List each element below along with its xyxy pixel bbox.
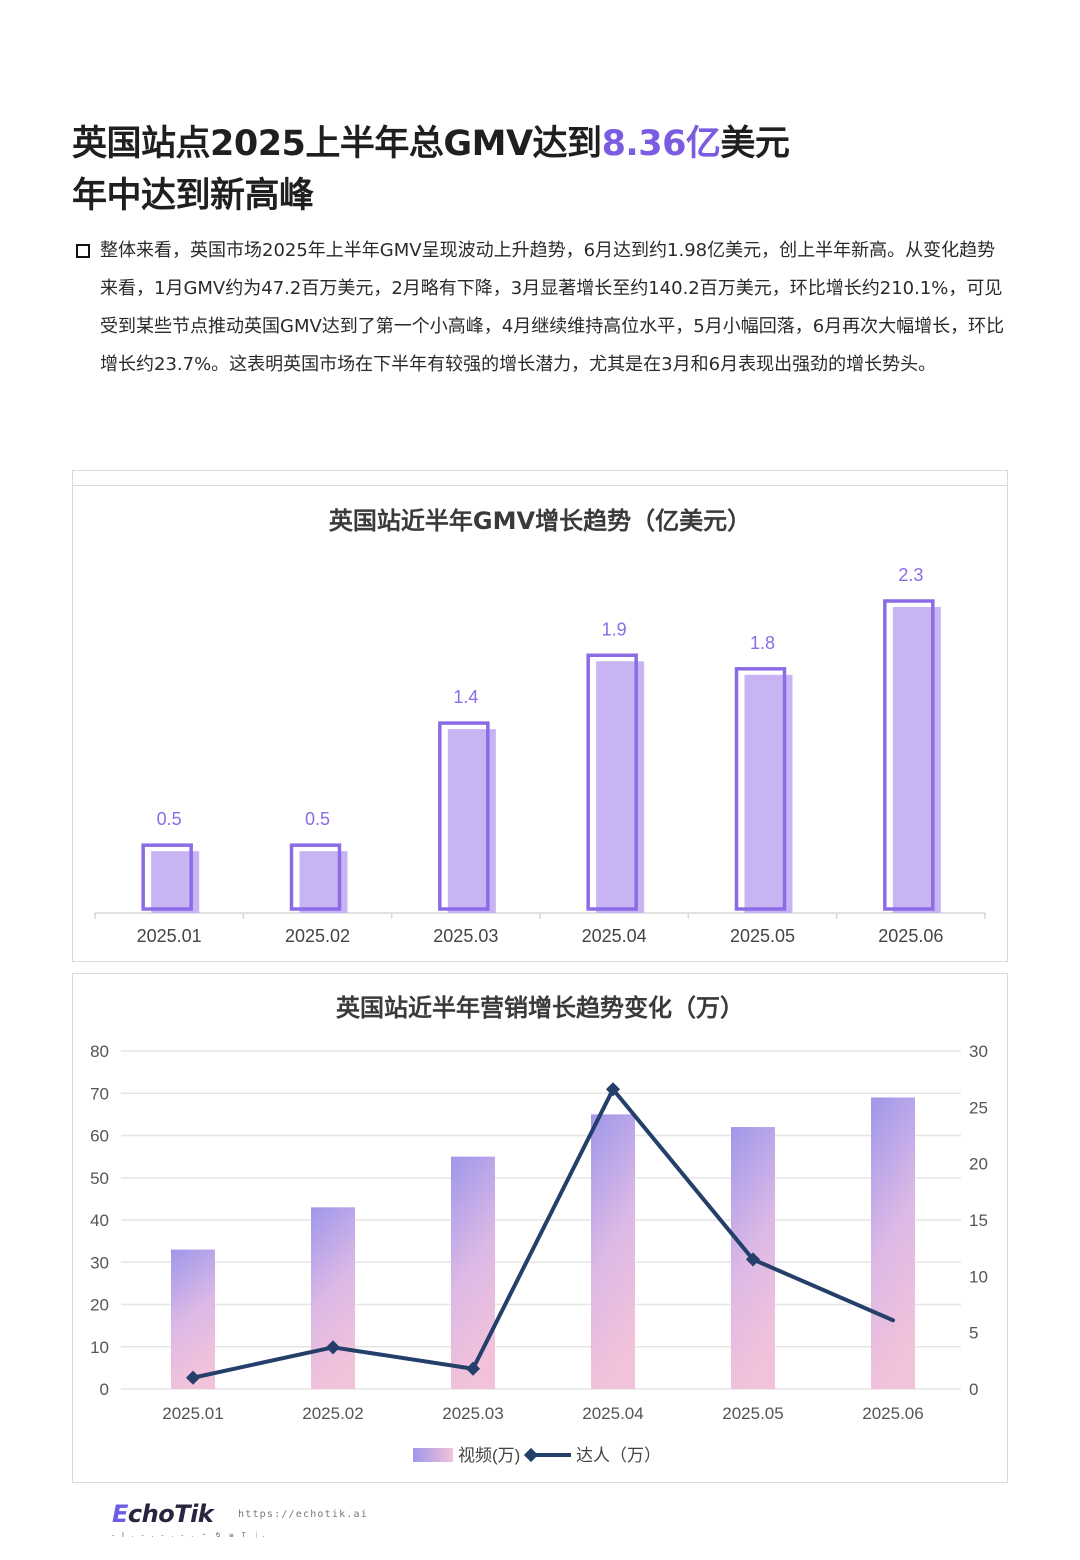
video-bar: [171, 1249, 215, 1389]
gmv-bar: [141, 843, 200, 913]
right-axis-label: 10: [969, 1267, 988, 1286]
diamond-marker-icon: [523, 1447, 539, 1463]
bar-outline: [289, 843, 342, 911]
x-tick-label: 2025.05: [730, 926, 795, 946]
left-axis-label: 20: [90, 1296, 109, 1315]
bar-outline: [438, 721, 490, 911]
diamond-marker-icon: [745, 1252, 761, 1267]
x-tick-label: 2025.05: [722, 1404, 783, 1423]
right-axis-label: 15: [969, 1211, 988, 1230]
right-axis-label: 0: [969, 1380, 978, 1399]
diamond-marker-icon: [325, 1340, 341, 1355]
chart-legend: 视频(万) 达人（万）: [413, 1446, 661, 1465]
bar-value-label: 1.4: [453, 687, 478, 707]
x-tick-label: 2025.03: [442, 1404, 503, 1423]
gmv-bar: [438, 721, 496, 913]
square-bullet-icon: [76, 244, 90, 258]
right-axis-label: 5: [969, 1324, 978, 1343]
x-tick-label: 2025.02: [302, 1404, 363, 1423]
diamond-marker-icon: [605, 1082, 621, 1097]
video-bar: [591, 1114, 635, 1389]
video-bar: [871, 1097, 915, 1389]
title-line-2: 年中达到新高峰: [72, 176, 314, 216]
legend-swatch-video: [413, 1448, 453, 1462]
creator-line: [191, 1087, 895, 1380]
bar-outline: [141, 843, 193, 911]
title-line-1: 英国站点2025上半年总GMV达到8.36亿美元: [72, 124, 790, 164]
x-tick-label: 2025.03: [433, 926, 498, 946]
bar-value-label: 0.5: [157, 809, 182, 829]
left-axis-label: 80: [90, 1042, 109, 1061]
right-axis-label: 20: [969, 1155, 988, 1174]
legend-label-creator: 达人（万）: [576, 1446, 661, 1465]
summary-paragraph: 整体来看，英国市场2025年上半年GMV呈现波动上升趋势，6月达到约1.98亿美…: [72, 232, 1012, 384]
chart-title: 英国站近半年营销增长趋势变化（万）: [336, 994, 744, 1022]
footer-url: https://echotik.ai: [238, 1509, 368, 1520]
gmv-bar: [586, 653, 645, 913]
left-axis-label: 70: [90, 1084, 109, 1103]
x-tick-label: 2025.06: [878, 926, 943, 946]
video-bar: [451, 1156, 495, 1389]
gmv-bar: [883, 599, 941, 913]
diamond-marker-icon: [465, 1361, 481, 1376]
bar-value-label: 1.8: [750, 633, 775, 653]
gmv-bar: [734, 667, 793, 913]
gmv-bar: [289, 843, 348, 913]
right-axis-label: 30: [969, 1042, 988, 1061]
gmv-bar-chart: 0.5 2025.01 0.5 2025.02 1.4 2025.03 1.9 2025.04…: [94, 565, 986, 946]
marketing-chart-panel: 英国站近半年营销增长趋势变化（万） 0 10 20 30 40 50 60 70 80 0 5 10 1…: [72, 973, 1008, 1483]
bar-value-label: 2.3: [898, 565, 923, 585]
logo-tagline: - l . - . - . - . ・ ち ≡ T ｜.: [112, 1532, 268, 1539]
bar-value-label: 0.5: [305, 809, 330, 829]
gmv-chart-panel: 英国站近半年GMV增长趋势（亿美元） 0.5 2025.01 0.5 2025.02 1…: [72, 470, 1008, 962]
echotik-logo: EchoTik: [112, 1500, 214, 1528]
summary-text: 整体来看，英国市场2025年上半年GMV呈现波动上升趋势，6月达到约1.98亿美…: [100, 240, 1005, 375]
left-axis-label: 0: [100, 1380, 109, 1399]
gmv-highlight: 8.36亿: [601, 124, 721, 164]
marketing-combo-chart: 0 10 20 30 40 50 60 70 80 0 5 10 15 20 25 30 2025.01 2025…: [90, 1042, 988, 1465]
right-axis-label: 25: [969, 1098, 988, 1117]
bar-outline: [734, 667, 787, 911]
video-bar: [311, 1207, 355, 1389]
x-tick-label: 2025.06: [862, 1404, 923, 1423]
panel-divider: [73, 485, 1007, 486]
left-axis-label: 30: [90, 1253, 109, 1272]
left-axis-label: 60: [90, 1127, 109, 1146]
bar-value-label: 1.9: [602, 619, 627, 639]
left-axis-label: 50: [90, 1169, 109, 1188]
bar-outline: [586, 653, 638, 911]
page-title: 英国站点2025上半年总GMV达到8.36亿美元 年中达到新高峰: [72, 118, 972, 222]
x-tick-label: 2025.01: [162, 1404, 223, 1423]
left-axis-label: 10: [90, 1338, 109, 1357]
bar-outline: [883, 599, 935, 911]
left-axis-label: 40: [90, 1211, 109, 1230]
x-tick-label: 2025.04: [582, 926, 647, 946]
legend-label-video: 视频(万): [458, 1446, 520, 1465]
x-tick-label: 2025.02: [285, 926, 350, 946]
x-tick-label: 2025.01: [137, 926, 202, 946]
x-tick-label: 2025.04: [582, 1404, 643, 1423]
chart-title: 英国站近半年GMV增长趋势（亿美元）: [328, 507, 752, 535]
